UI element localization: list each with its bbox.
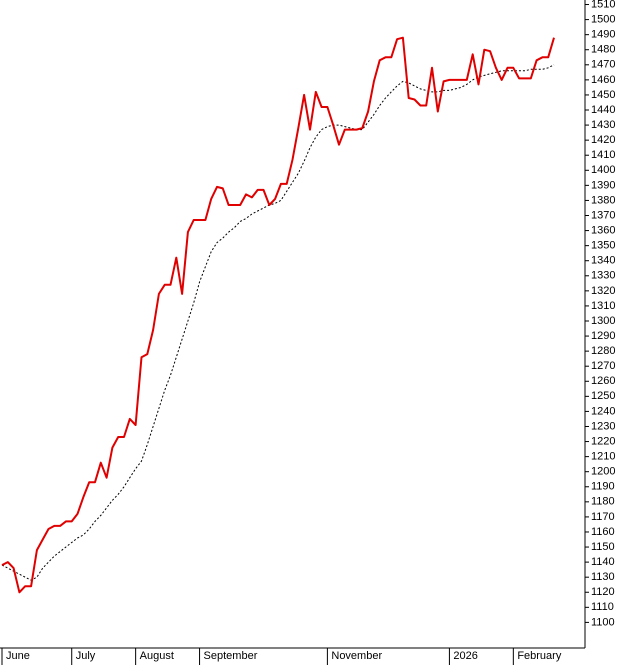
y-tick-label: 1240 [591, 405, 615, 417]
y-tick-label: 1500 [591, 13, 615, 25]
y-tick-label: 1290 [591, 330, 615, 342]
y-tick-label: 1420 [591, 134, 615, 146]
y-tick-label: 1410 [591, 149, 615, 161]
y-tick-label: 1470 [591, 59, 615, 71]
y-tick-label: 1170 [591, 511, 615, 523]
y-tick-label: 1260 [591, 375, 615, 387]
y-tick-label: 1390 [591, 179, 615, 191]
x-tick-label: 2026 [453, 650, 477, 662]
series-line [1, 36, 555, 594]
y-tick-label: 1340 [591, 255, 615, 267]
x-tick-label: June [6, 650, 30, 662]
x-tick-label: November [331, 650, 382, 662]
y-tick-label: 1230 [591, 420, 615, 432]
y-tick-label: 1510 [591, 0, 615, 10]
x-tick-label: July [76, 650, 96, 662]
y-tick-label: 1140 [591, 556, 615, 568]
y-tick-label: 1380 [591, 194, 615, 206]
y-tick-label: 1150 [591, 541, 615, 553]
y-tick-label: 1370 [591, 209, 615, 221]
y-tick-label: 1270 [591, 360, 615, 372]
y-tick-label: 1300 [591, 315, 615, 327]
y-tick-label: 1400 [591, 164, 615, 176]
y-tick-label: 1190 [591, 481, 615, 493]
y-tick-label: 1360 [591, 224, 615, 236]
y-tick-label: 1180 [591, 496, 615, 508]
y-tick-label: 1210 [591, 451, 615, 463]
y-tick-label: 1120 [591, 586, 615, 598]
x-tick-label: February [517, 650, 562, 662]
y-tick-label: 1130 [591, 571, 615, 583]
y-tick-label: 1160 [591, 526, 615, 538]
y-tick-label: 1350 [591, 240, 615, 252]
y-tick-label: 1200 [591, 466, 615, 478]
y-tick-label: 1280 [591, 345, 615, 357]
y-tick-label: 1330 [591, 270, 615, 282]
y-tick-label: 1220 [591, 435, 615, 447]
y-tick-label: 1320 [591, 285, 615, 297]
y-tick-label: 1250 [591, 390, 615, 402]
y-tick-label: 1310 [591, 300, 615, 312]
x-tick-label: August [140, 650, 174, 662]
y-tick-label: 1440 [591, 104, 615, 116]
y-tick-label: 1460 [591, 74, 615, 86]
y-tick-label: 1490 [591, 29, 615, 41]
y-tick-label: 1450 [591, 89, 615, 101]
y-tick-label: 1480 [591, 44, 615, 56]
y-tick-label: 1110 [591, 601, 614, 613]
y-tick-label: 1100 [591, 616, 615, 628]
y-tick-label: 1430 [591, 119, 615, 131]
x-tick-label: September [204, 650, 258, 662]
series-line [1, 64, 555, 581]
